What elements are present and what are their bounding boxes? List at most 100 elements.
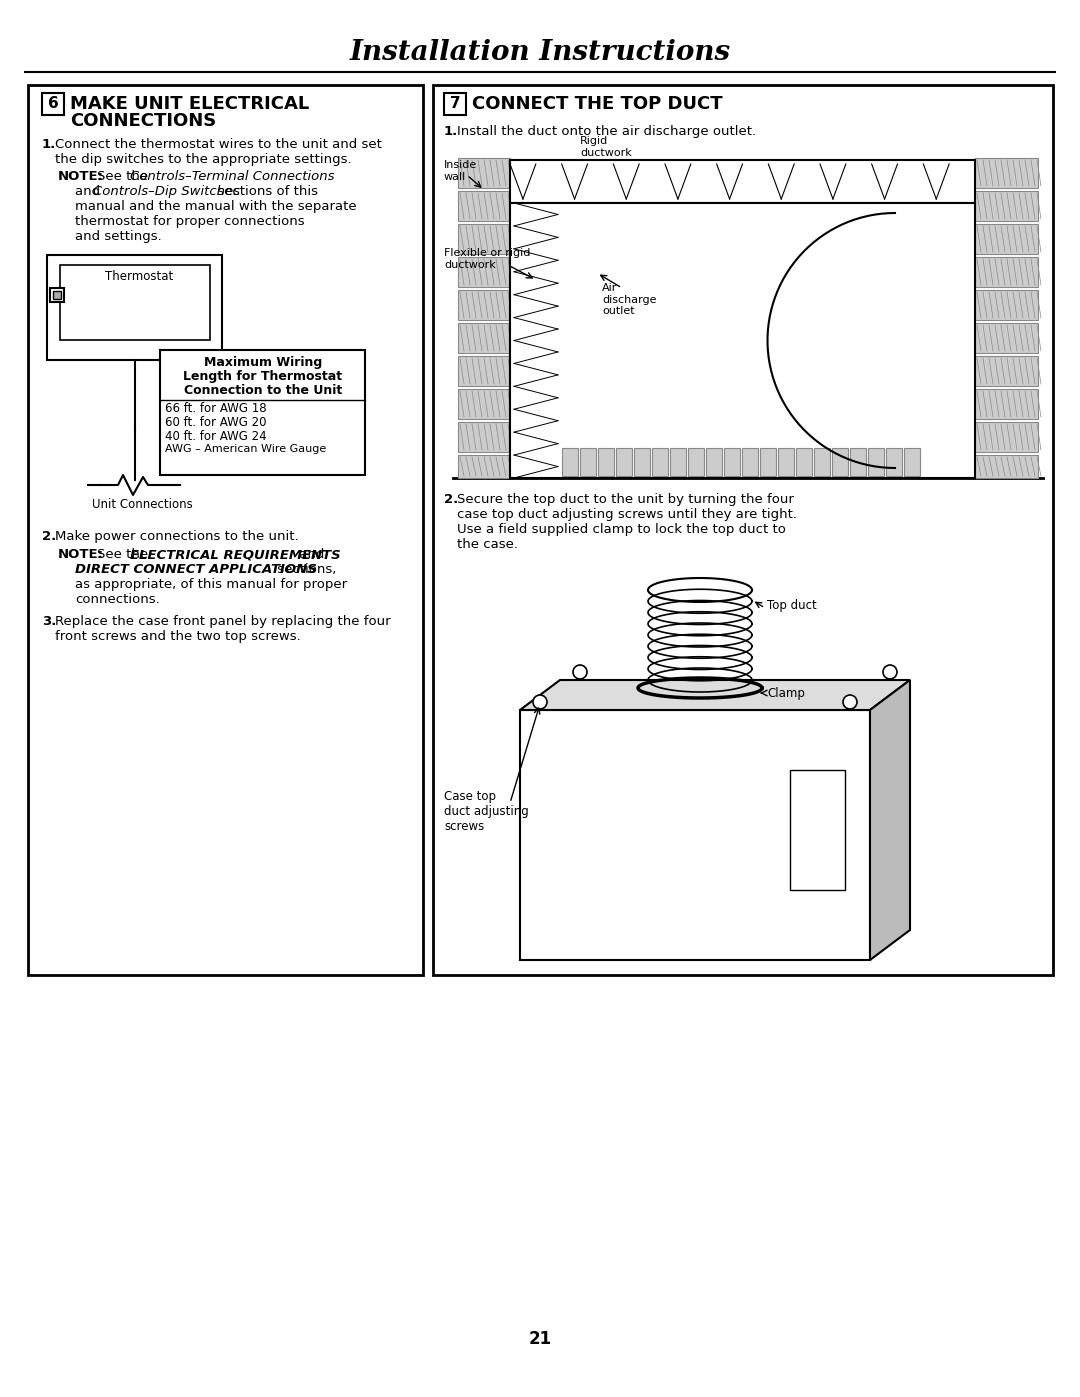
Circle shape	[883, 665, 897, 679]
Bar	[458, 422, 510, 453]
Text: NOTE:: NOTE:	[58, 548, 104, 562]
Text: Use a field supplied clamp to lock the top duct to: Use a field supplied clamp to lock the t…	[457, 522, 786, 536]
Text: Connect the thermostat wires to the unit and set: Connect the thermostat wires to the unit…	[55, 138, 382, 151]
Text: Install the duct onto the air discharge outlet.: Install the duct onto the air discharge …	[457, 124, 756, 138]
Circle shape	[573, 665, 588, 679]
Bar	[444, 94, 465, 115]
Bar	[458, 191, 510, 221]
Bar	[975, 455, 1038, 478]
Text: Flexible or rigid
ductwork: Flexible or rigid ductwork	[444, 249, 530, 270]
Text: Clamp: Clamp	[767, 686, 805, 700]
Bar	[814, 448, 831, 476]
Text: Controls–Dip Switches: Controls–Dip Switches	[93, 184, 240, 198]
Bar	[706, 448, 723, 476]
Bar	[975, 224, 1038, 254]
Bar	[778, 448, 794, 476]
Text: ELECTRICAL REQUIREMENTS: ELECTRICAL REQUIREMENTS	[130, 548, 340, 562]
Bar	[975, 191, 1038, 221]
Text: DIRECT CONNECT APPLICATIONS: DIRECT CONNECT APPLICATIONS	[75, 563, 316, 576]
Text: Connection to the Unit: Connection to the Unit	[184, 384, 342, 397]
Bar	[53, 291, 60, 299]
Text: 6: 6	[48, 96, 58, 112]
Bar	[50, 288, 64, 302]
Text: and settings.: and settings.	[75, 231, 162, 243]
Text: AWG – American Wire Gauge: AWG – American Wire Gauge	[165, 444, 326, 454]
Text: 21: 21	[528, 1330, 552, 1348]
Bar	[562, 448, 578, 476]
Text: Top duct: Top duct	[767, 598, 816, 612]
Text: Length for Thermostat: Length for Thermostat	[184, 370, 342, 383]
Bar	[670, 448, 686, 476]
Bar	[724, 448, 740, 476]
Text: Maximum Wiring: Maximum Wiring	[204, 356, 322, 369]
Bar	[868, 448, 885, 476]
Bar	[510, 161, 975, 203]
Bar	[652, 448, 669, 476]
Bar	[458, 356, 510, 386]
Bar	[458, 388, 510, 419]
Text: connections.: connections.	[75, 592, 160, 606]
Bar	[60, 265, 210, 339]
Polygon shape	[519, 680, 910, 710]
Text: NOTE:: NOTE:	[58, 170, 104, 183]
Text: CONNECTIONS: CONNECTIONS	[70, 112, 216, 130]
Bar	[160, 351, 365, 475]
Bar	[458, 257, 510, 286]
Bar	[850, 448, 866, 476]
Bar	[616, 448, 632, 476]
Text: Make power connections to the unit.: Make power connections to the unit.	[55, 529, 299, 543]
Text: 7: 7	[449, 96, 460, 112]
Text: the case.: the case.	[457, 538, 518, 550]
Bar	[975, 158, 1038, 189]
Bar	[42, 94, 64, 115]
Text: 1.: 1.	[444, 124, 458, 138]
Bar	[789, 770, 845, 890]
Text: 66 ft. for AWG 18: 66 ft. for AWG 18	[165, 402, 267, 415]
Bar	[975, 291, 1038, 320]
Bar	[796, 448, 812, 476]
Text: 1.: 1.	[42, 138, 56, 151]
Bar	[975, 257, 1038, 286]
Text: Replace the case front panel by replacing the four: Replace the case front panel by replacin…	[55, 615, 391, 629]
Text: as appropriate, of this manual for proper: as appropriate, of this manual for prope…	[75, 578, 347, 591]
Bar	[975, 388, 1038, 419]
Bar	[975, 422, 1038, 453]
Bar	[458, 455, 510, 478]
Text: Installation Instructions: Installation Instructions	[350, 39, 730, 66]
Text: and: and	[295, 548, 324, 562]
Bar	[832, 448, 848, 476]
Circle shape	[843, 694, 858, 710]
Text: case top duct adjusting screws until they are tight.: case top duct adjusting screws until the…	[457, 509, 797, 521]
Bar	[458, 224, 510, 254]
Bar	[510, 203, 975, 478]
Circle shape	[534, 694, 546, 710]
Text: the dip switches to the appropriate settings.: the dip switches to the appropriate sett…	[55, 154, 352, 166]
Text: Unit Connections: Unit Connections	[92, 497, 192, 511]
Bar	[28, 85, 423, 975]
Polygon shape	[870, 680, 910, 960]
Text: manual and the manual with the separate: manual and the manual with the separate	[75, 200, 356, 212]
Text: MAKE UNIT ELECTRICAL: MAKE UNIT ELECTRICAL	[70, 95, 309, 113]
Text: See the: See the	[97, 170, 152, 183]
Bar	[519, 710, 870, 960]
Bar	[598, 448, 615, 476]
Bar	[433, 85, 1053, 975]
Text: 2.: 2.	[444, 493, 458, 506]
Text: See the: See the	[97, 548, 152, 562]
Text: Controls–Terminal Connections: Controls–Terminal Connections	[130, 170, 335, 183]
Bar	[458, 323, 510, 353]
Bar	[458, 158, 510, 189]
Text: Thermostat: Thermostat	[105, 270, 173, 284]
Text: 60 ft. for AWG 20: 60 ft. for AWG 20	[165, 416, 267, 429]
Text: front screws and the two top screws.: front screws and the two top screws.	[55, 630, 300, 643]
Text: sections,: sections,	[273, 563, 336, 576]
Bar	[742, 448, 758, 476]
Text: Inside
wall: Inside wall	[444, 161, 477, 182]
Text: CONNECT THE TOP DUCT: CONNECT THE TOP DUCT	[472, 95, 723, 113]
Bar	[760, 448, 777, 476]
Bar	[975, 356, 1038, 386]
Text: Rigid
ductwork: Rigid ductwork	[580, 137, 632, 158]
Text: thermostat for proper connections: thermostat for proper connections	[75, 215, 305, 228]
Bar	[48, 256, 222, 360]
Text: Secure the top duct to the unit by turning the four: Secure the top duct to the unit by turni…	[457, 493, 794, 506]
